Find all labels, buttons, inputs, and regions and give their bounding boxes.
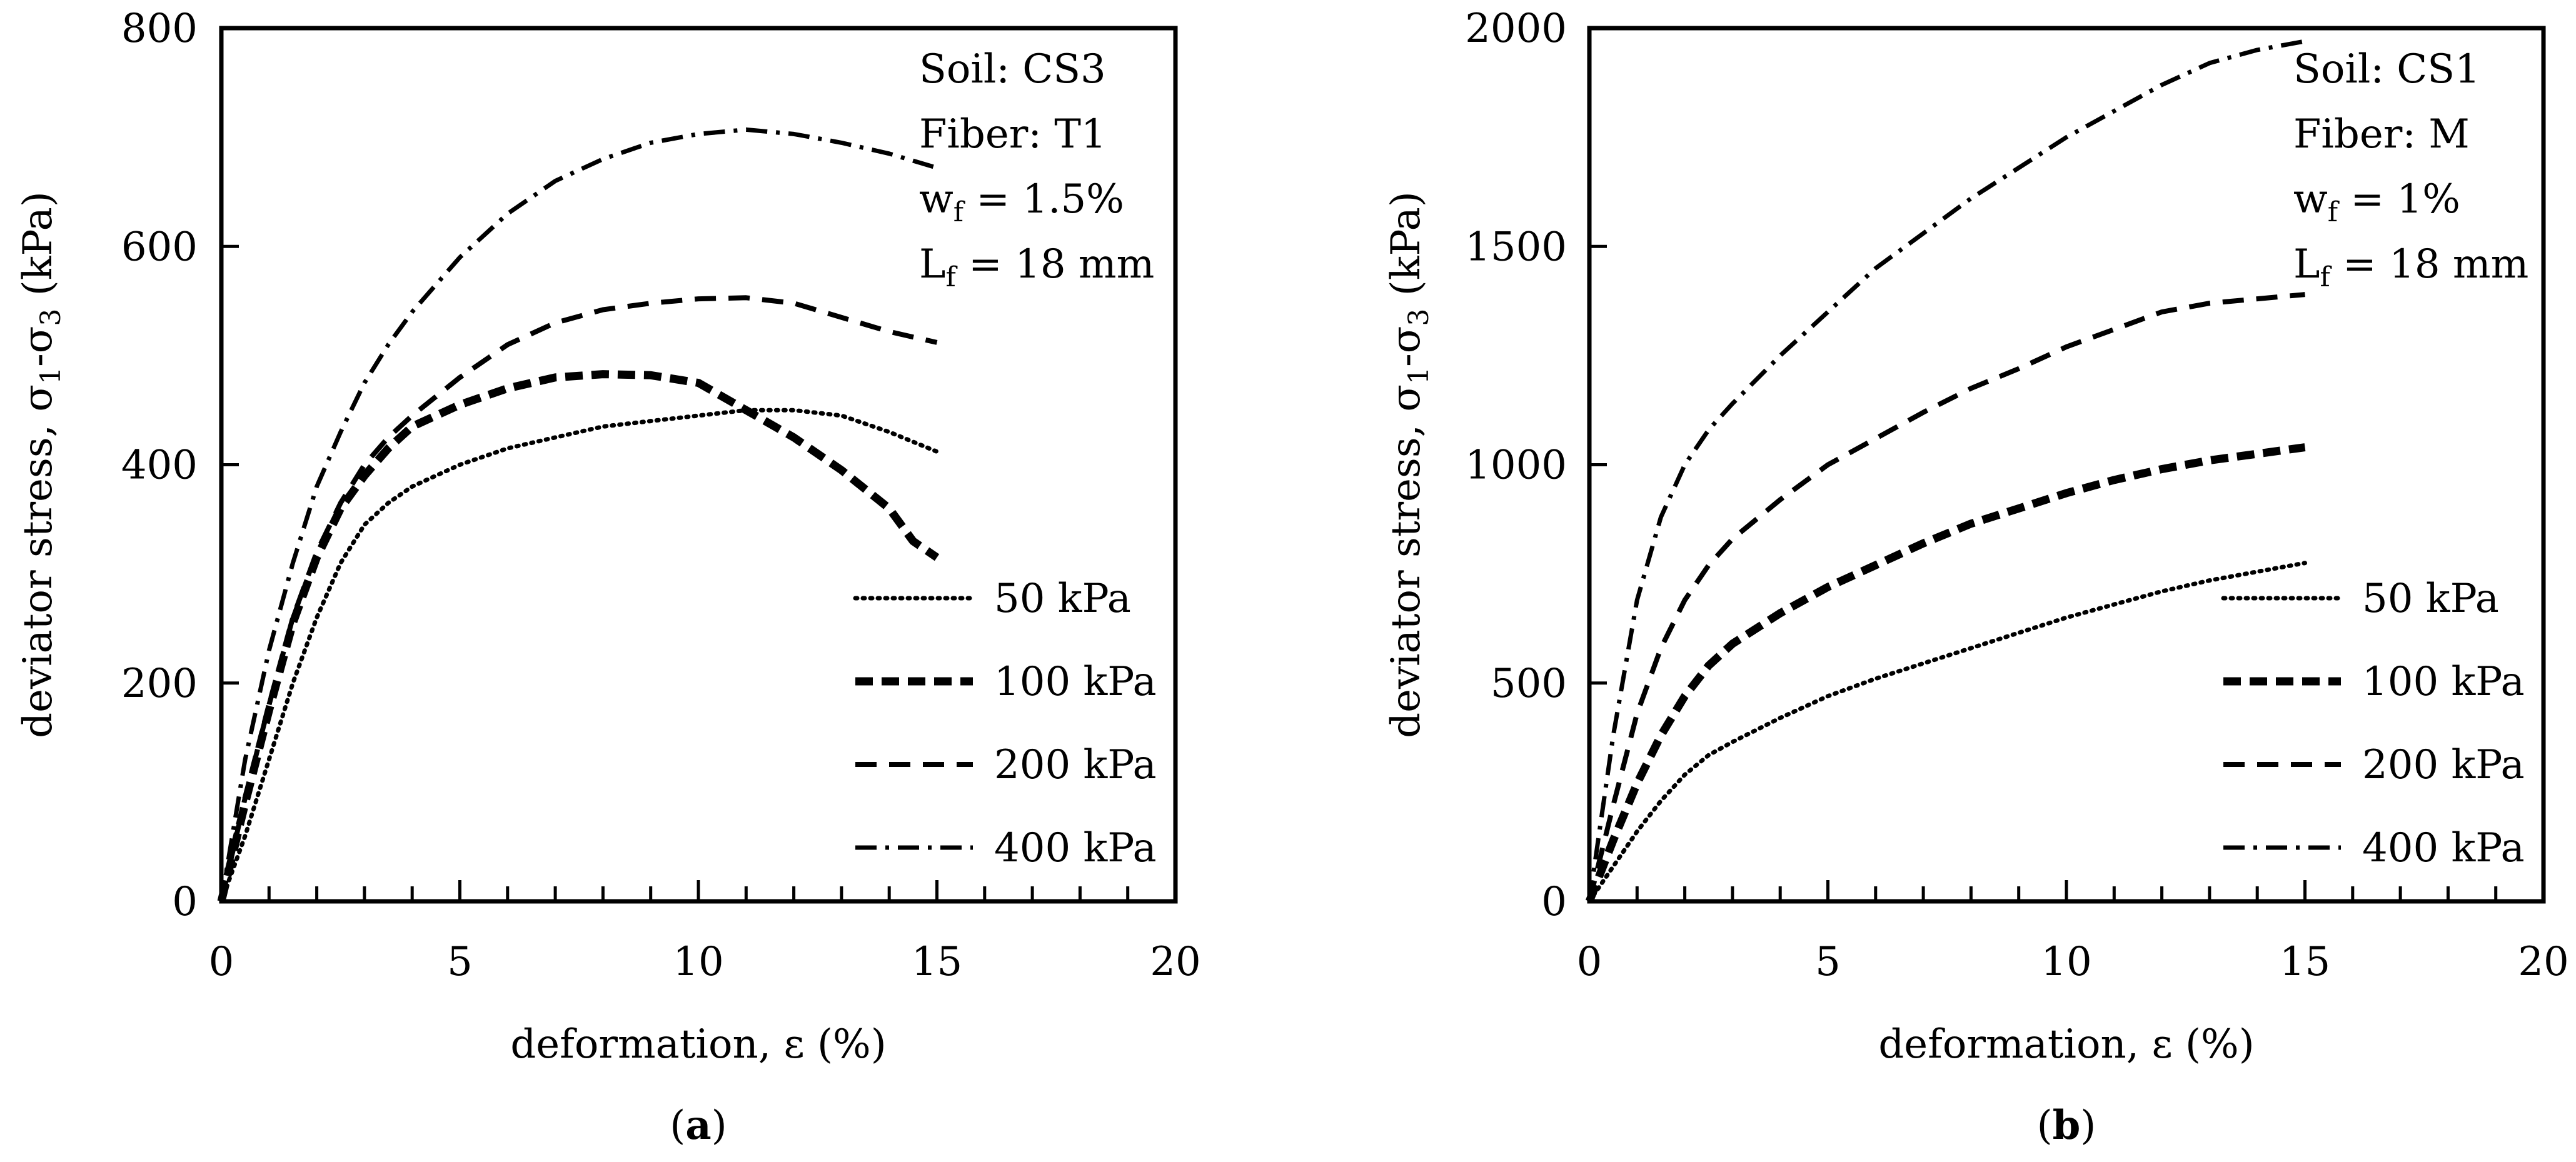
annotation-line: wf = 1.5%	[919, 176, 1124, 228]
legend-label: 50 kPa	[994, 576, 1131, 622]
y-axis-label: deviator stress, σ1-σ3 (kPa)	[15, 191, 67, 738]
y-tick-label: 1500	[1465, 224, 1567, 270]
series-line-50-kpa	[1587, 561, 2307, 904]
chart-panel-b: 0 5 10 15 20 0 500 1000 1500 2000 deformation, ε (…	[1383, 6, 2569, 1149]
legend-label: 200 kPa	[2362, 742, 2525, 788]
annotation-line: Lf = 18 mm	[2293, 241, 2528, 293]
x-tick-label: 10	[2041, 939, 2091, 985]
x-tick-label: 5	[1815, 939, 1841, 985]
y-tick-label: 2000	[1465, 6, 1567, 52]
legend-label: 400 kPa	[994, 825, 1157, 871]
x-tick-label: 5	[447, 939, 473, 985]
annotation-line: Soil: CS3	[919, 46, 1106, 93]
y-tick-label: 1000	[1465, 443, 1567, 489]
annotation-line: Lf = 18 mm	[919, 241, 1154, 293]
series-line-100-kpa	[217, 370, 940, 903]
legend-label: 100 kPa	[994, 659, 1157, 705]
x-axis-label: deformation, ε (%)	[1878, 1021, 2254, 1068]
y-tick-label: 600	[121, 224, 198, 270]
annotation-line: wf = 1%	[2293, 176, 2460, 228]
x-tick-label: 0	[1577, 939, 1602, 985]
annotation-line: Fiber: M	[2293, 111, 2470, 158]
series-line-200-kpa	[1587, 292, 2305, 902]
y-tick-label: 800	[121, 6, 198, 52]
series-line-200-kpa	[219, 295, 938, 902]
y-tick-label: 200	[121, 661, 198, 707]
x-tick-label: 20	[2518, 939, 2568, 985]
series-line-400-kpa	[1587, 39, 2306, 902]
annotation-line: Fiber: T1	[919, 111, 1107, 158]
x-tick-label: 15	[2280, 939, 2330, 985]
legend-label: 100 kPa	[2362, 659, 2525, 705]
series-line-400-kpa	[219, 127, 938, 902]
x-tick-label: 15	[912, 939, 962, 985]
x-tick-label: 20	[1150, 939, 1200, 985]
legend-label: 400 kPa	[2362, 825, 2525, 871]
panel-caption: (b)	[2037, 1102, 2096, 1149]
x-axis-label: deformation, ε (%)	[510, 1021, 886, 1068]
y-tick-label: 0	[1541, 879, 1567, 925]
y-axis-label: deviator stress, σ1-σ3 (kPa)	[1383, 191, 1435, 738]
legend-label: 200 kPa	[994, 742, 1157, 788]
x-tick-label: 10	[673, 939, 723, 985]
annotation-line: Soil: CS1	[2293, 46, 2480, 93]
panel-caption: (a)	[670, 1102, 727, 1149]
y-tick-label: 400	[121, 443, 198, 489]
legend-label: 50 kPa	[2362, 576, 2499, 622]
x-tick-label: 0	[209, 939, 234, 985]
y-tick-label: 500	[1491, 661, 1567, 707]
series-line-100-kpa	[1585, 443, 2306, 903]
y-tick-label: 0	[172, 879, 198, 925]
series-line-50-kpa	[219, 408, 939, 904]
